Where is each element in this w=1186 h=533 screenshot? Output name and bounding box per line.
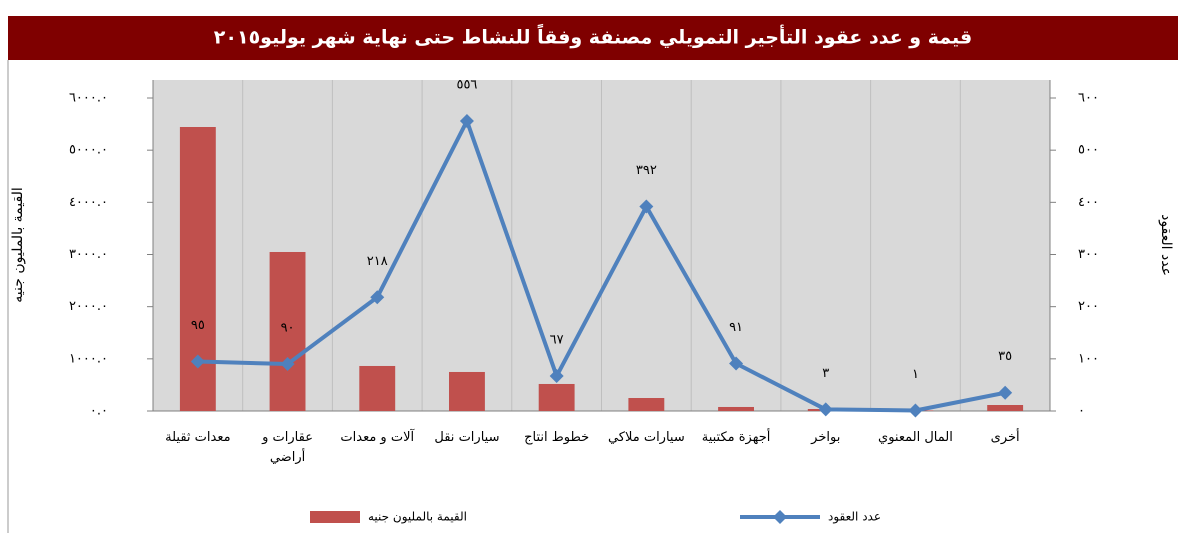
x-tick-label: خطوط انتاج <box>524 430 590 445</box>
data-label: ٥٥٦ <box>456 77 477 92</box>
title-banner <box>8 16 1178 60</box>
line <box>197 118 1006 413</box>
x-tick-label: معدات ثقيلة <box>165 430 231 445</box>
x-tick-label: سيارات نقل <box>434 430 500 445</box>
marker <box>729 356 744 371</box>
y2-tick-label: ٢٠٠ <box>1078 299 1099 314</box>
bar <box>987 405 1024 411</box>
data-label: ٣٩٢ <box>636 163 657 178</box>
data-label: ٦٧ <box>550 333 564 348</box>
data-label: ١ <box>912 367 919 382</box>
marker <box>459 113 474 128</box>
y-tick-label: ١٠٠٠.٠ <box>69 351 108 366</box>
marker <box>998 385 1013 400</box>
y-tick-label: ٠.٠ <box>90 404 108 419</box>
y-tick-label: ٤٠٠٠.٠ <box>69 195 108 210</box>
data-label: ٩٠ <box>281 321 295 336</box>
legend-marker <box>773 510 787 524</box>
legend-label: القيمة بالمليون جنيه <box>368 510 467 525</box>
x-tick-label: عقارات و أراضي <box>262 430 313 465</box>
bar <box>538 383 575 411</box>
bar <box>269 251 306 411</box>
data-label: ٩٥ <box>191 318 205 333</box>
y2-axis-label: عدد العقود <box>1158 214 1174 276</box>
bar <box>628 398 665 411</box>
x-tick-label: أخرى <box>990 430 1020 445</box>
x-tick-label: المال المعنوي <box>878 430 953 445</box>
bar <box>718 406 754 411</box>
data-label: ٢١٨ <box>367 254 388 269</box>
bar <box>359 365 396 411</box>
y-tick-label: ٥٠٠٠.٠ <box>69 143 108 158</box>
y2-tick-label: ٤٠٠ <box>1078 195 1099 210</box>
data-label: ٩١ <box>729 320 743 335</box>
marker <box>280 357 295 372</box>
x-tick-label: آلات و معدات <box>340 430 415 445</box>
x-tick-label: أجهزة مكتبية <box>701 430 771 445</box>
x-tick-label: بواخر <box>811 430 841 445</box>
marker <box>190 354 205 369</box>
legend-swatch <box>310 511 360 523</box>
y2-tick-label: ٦٠٠ <box>1078 91 1099 106</box>
data-label: ٣ <box>822 366 829 381</box>
y-axis-label: القيمة بالمليون جنيه <box>10 187 26 302</box>
y-tick-label: ٦٠٠٠.٠ <box>69 91 108 106</box>
marker <box>370 290 385 305</box>
x-tick-label: سيارات ملاكي <box>607 430 685 445</box>
y2-tick-label: ١٠٠ <box>1078 351 1099 366</box>
y2-tick-label: ٥٠٠ <box>1078 143 1099 158</box>
marker <box>639 199 654 214</box>
y2-tick-label: ٣٠٠ <box>1078 247 1099 262</box>
y-tick-label: ٢٠٠٠.٠ <box>69 299 108 314</box>
marker <box>908 403 923 418</box>
marker <box>549 369 564 384</box>
legend-label: عدد العقود <box>828 510 881 525</box>
y-tick-label: ٣٠٠٠.٠ <box>69 247 108 262</box>
y2-tick-label: ٠ <box>1078 404 1085 419</box>
chart-title: قيمة و عدد عقود التأجير التمويلي مصنفة و… <box>214 23 972 48</box>
bar <box>449 371 485 411</box>
marker <box>818 402 833 417</box>
data-label: ٣٥ <box>998 349 1012 364</box>
